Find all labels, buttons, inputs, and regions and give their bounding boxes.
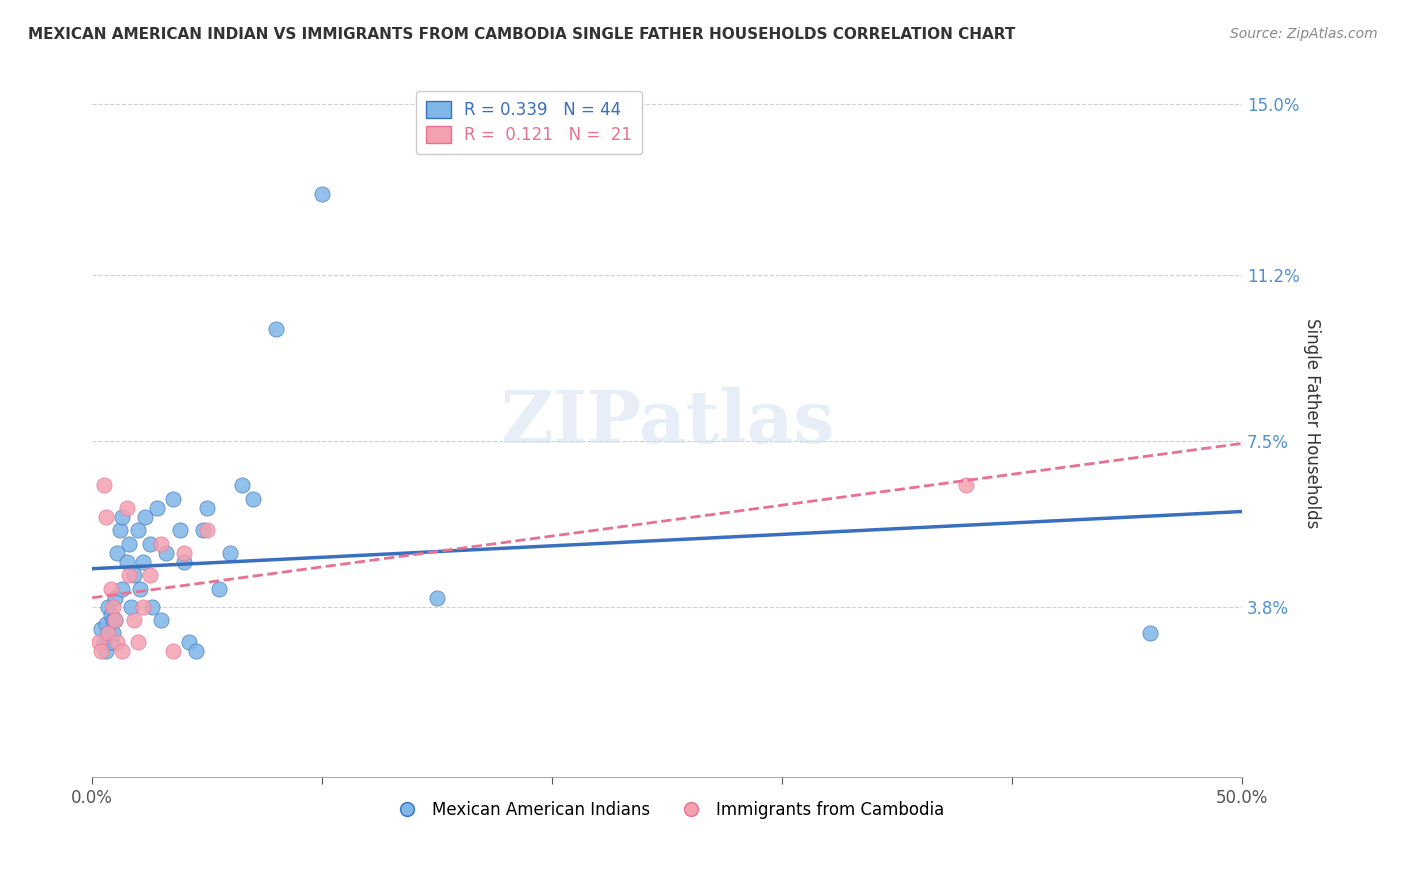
Point: [311, 187, 333, 202]
Point: [90, 622, 112, 636]
Point: [100, 635, 122, 649]
Point: [145, 500, 167, 515]
Point: [155, 546, 177, 560]
Point: [101, 599, 124, 614]
Point: [150, 537, 173, 551]
Point: [104, 613, 127, 627]
Point: [426, 591, 449, 605]
Point: [93, 635, 115, 649]
Point: [219, 546, 242, 560]
Point: [134, 509, 156, 524]
Point: [1139, 626, 1161, 640]
Text: Source: ZipAtlas.com: Source: ZipAtlas.com: [1230, 27, 1378, 41]
Point: [108, 523, 131, 537]
Point: [104, 613, 127, 627]
Legend: Mexican American Indians, Immigrants from Cambodia: Mexican American Indians, Immigrants fro…: [384, 794, 952, 825]
Point: [162, 491, 184, 506]
Point: [150, 613, 173, 627]
Point: [162, 644, 184, 658]
Point: [208, 582, 231, 596]
Point: [132, 599, 155, 614]
Point: [94, 509, 117, 524]
Point: [118, 568, 141, 582]
Point: [101, 613, 124, 627]
Point: [191, 523, 214, 537]
Point: [129, 582, 152, 596]
Point: [97, 626, 120, 640]
Point: [118, 537, 141, 551]
Point: [122, 568, 145, 582]
Point: [120, 599, 142, 614]
Point: [184, 644, 207, 658]
Y-axis label: Single Father Households: Single Father Households: [1303, 318, 1320, 528]
Point: [173, 555, 195, 569]
Point: [97, 626, 120, 640]
Point: [169, 523, 191, 537]
Point: [173, 546, 195, 560]
Point: [242, 491, 264, 506]
Point: [127, 635, 149, 649]
Point: [195, 523, 218, 537]
Point: [127, 523, 149, 537]
Point: [138, 568, 160, 582]
Point: [231, 478, 253, 492]
Point: [100, 582, 122, 596]
Text: ZIPatlas: ZIPatlas: [501, 387, 834, 458]
Text: MEXICAN AMERICAN INDIAN VS IMMIGRANTS FROM CAMBODIA SINGLE FATHER HOUSEHOLDS COR: MEXICAN AMERICAN INDIAN VS IMMIGRANTS FR…: [28, 27, 1015, 42]
Point: [141, 599, 163, 614]
Point: [122, 613, 145, 627]
Point: [87, 635, 110, 649]
Point: [264, 321, 287, 335]
Point: [93, 478, 115, 492]
Point: [115, 555, 138, 569]
Point: [104, 591, 127, 605]
Point: [177, 635, 200, 649]
Point: [94, 617, 117, 632]
Point: [101, 626, 124, 640]
Point: [138, 537, 160, 551]
Point: [115, 500, 138, 515]
Point: [111, 509, 134, 524]
Point: [97, 599, 120, 614]
Point: [111, 582, 134, 596]
Point: [90, 644, 112, 658]
Point: [94, 644, 117, 658]
Point: [195, 500, 218, 515]
Point: [111, 644, 134, 658]
Point: [132, 555, 155, 569]
Point: [107, 635, 129, 649]
Point: [100, 608, 122, 623]
Point: [955, 478, 977, 492]
Point: [107, 546, 129, 560]
